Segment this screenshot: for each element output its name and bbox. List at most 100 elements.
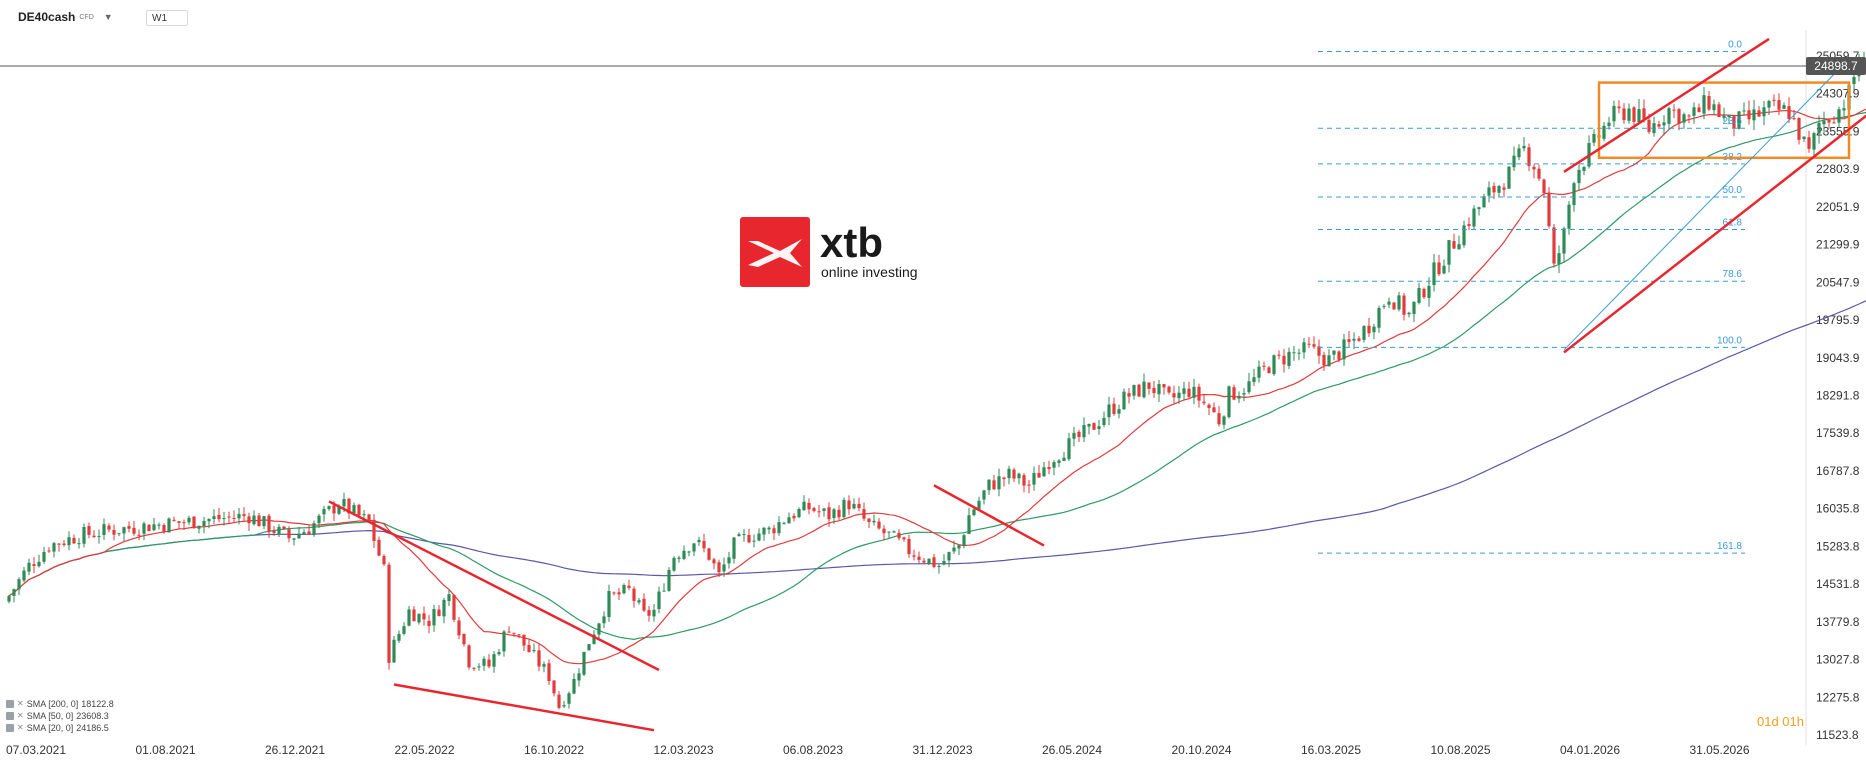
trendline [1563,37,1770,173]
close-icon[interactable]: ✕ [17,699,24,708]
candle-body [1607,122,1611,127]
candle-body [612,592,616,594]
candle-body [1807,137,1811,149]
indicator-settings-icon[interactable] [6,712,14,720]
candle-body [1442,265,1446,274]
candle-body [1172,393,1176,398]
fib-level-label: 78.6 [1723,269,1743,280]
candle-body [792,515,796,519]
candle-body [1822,120,1826,125]
candle-body [1842,108,1846,111]
fib-anchor-line [1563,58,1850,351]
candle-body [242,514,246,516]
candle-body [1287,351,1291,366]
candle-body [1132,385,1136,396]
candle-body [447,594,451,601]
candle-body [1082,425,1086,438]
x-tick-label: 16.03.2025 [1301,743,1361,757]
candle-body [172,519,176,521]
sma-layer [8,108,1866,665]
candle-body [692,543,696,552]
candle-body [1617,106,1621,109]
candle-body [77,543,81,545]
symbol-selector[interactable]: DE40cash CFD ▼ [18,10,113,24]
candle-body [1742,110,1746,112]
candle-body [797,509,801,518]
candle-body [507,631,511,633]
sma-line-20 [8,108,1866,665]
candle-body [1592,133,1596,143]
candle-body [107,525,111,530]
candle-body [1622,108,1626,121]
candle-body [497,652,501,655]
candle-body [1507,166,1511,189]
symbol-type: CFD [79,13,94,21]
candle-body [1272,355,1276,375]
candle-body [92,535,96,538]
candle-body [767,527,771,530]
candle-body [287,529,291,539]
candle-body [1487,187,1491,196]
candle-body [807,502,811,510]
legend-sma-50-label: SMA [50, 0] [26,711,74,721]
candle-body [1602,125,1606,139]
candle-body [1777,100,1781,110]
candle-body [737,534,741,537]
candle-body [777,522,781,534]
candle-body [582,651,586,675]
timeframe-button[interactable]: W1 [146,10,188,26]
candle-body [1692,107,1696,116]
candle-body [592,634,596,644]
candle-body [947,552,951,561]
candle-body [987,479,991,491]
legend-sma-200[interactable]: ✕ SMA [200, 0] 18122.8 [6,698,114,710]
indicator-settings-icon[interactable] [6,724,14,732]
candle-body [52,543,56,552]
close-icon[interactable]: ✕ [17,723,24,732]
candle-body [812,508,816,512]
candle-body [972,509,976,516]
candle-body [152,524,156,531]
y-tick-label: 17539.8 [1816,426,1860,440]
candle-body [67,537,71,546]
indicator-settings-icon[interactable] [6,700,14,708]
candle-body [977,500,981,509]
candle-body [1307,343,1311,345]
fib-level-label: 23.6 [1723,116,1743,127]
candle-body [1407,312,1411,315]
candle-body [647,609,651,616]
chevron-down-icon[interactable]: ▼ [103,12,113,22]
candle-body [387,564,391,663]
candle-body [1452,241,1456,249]
candle-body [167,518,171,533]
legend-sma-50[interactable]: ✕ SMA [50, 0] 23608.3 [6,710,114,722]
candle-body [1192,386,1196,398]
candle-body [597,623,601,635]
candle-body [1572,183,1576,206]
candle-body [247,516,251,524]
candle-body [1227,386,1231,418]
candle-body [292,538,296,540]
y-axis: 25059.724307.923555.922803.922051.921299… [1816,49,1860,742]
candle-body [1317,346,1321,356]
y-tick-label: 14531.8 [1816,577,1860,591]
candle-body [162,525,166,532]
consolidation-range-box [1597,81,1851,160]
candle-body [1832,122,1836,124]
candle-body [1392,302,1396,310]
sma-line-50 [8,111,1866,641]
candle-body [1057,460,1061,463]
candle-body [1532,166,1536,170]
candle-body [1827,120,1831,123]
candle-body [782,522,786,524]
legend-sma-20[interactable]: ✕ SMA [20, 0] 24186.5 [6,722,114,734]
candle-body [1042,467,1046,477]
candle-body [742,534,746,536]
close-icon[interactable]: ✕ [17,711,24,720]
x-tick-label: 26.05.2024 [1042,743,1102,757]
candle-body [822,508,826,511]
candle-body [1382,305,1386,307]
candle-body [1017,473,1021,479]
x-tick-label: 12.03.2023 [653,743,713,757]
